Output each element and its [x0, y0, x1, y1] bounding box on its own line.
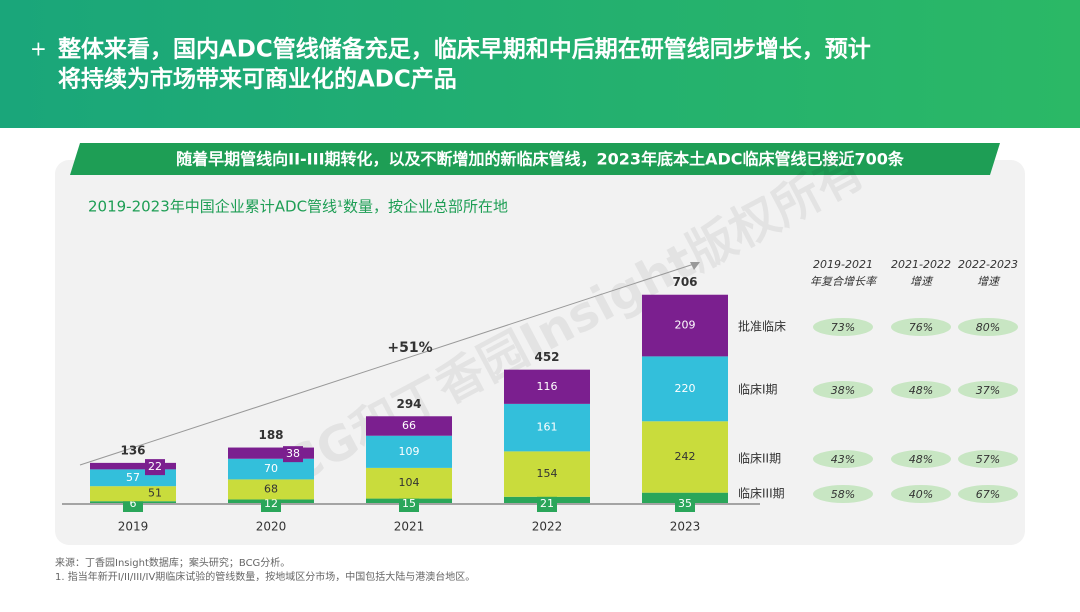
phase-label: 临床I期 — [738, 383, 778, 397]
bar-segment — [366, 435, 452, 468]
table-header: 2021-2022 — [891, 258, 951, 271]
segment-label: 104 — [399, 476, 420, 489]
segment-label: 242 — [675, 450, 696, 463]
bar-segment — [642, 421, 728, 493]
rate-pill — [891, 485, 951, 503]
rate-pill — [813, 318, 873, 336]
rate-value: 80% — [976, 321, 1000, 334]
rate-pill — [958, 318, 1018, 336]
bar-segment — [90, 486, 176, 502]
trend-arrow — [79, 263, 695, 466]
bar-segment — [504, 403, 590, 452]
segment-label: 220 — [675, 382, 696, 395]
segment-label: 57 — [126, 471, 140, 484]
table-header: 增速 — [977, 275, 1001, 288]
rate-value: 38% — [831, 384, 855, 397]
title-line: 整体来看，国内ADC管线储备充足，临床早期和中后期在研管线同步增长，预计 — [58, 36, 871, 63]
segment-label-box — [283, 446, 303, 463]
bar-segment — [228, 458, 314, 480]
rate-value: 48% — [909, 453, 933, 466]
bar-segment — [228, 447, 314, 459]
segment-label: 38 — [286, 447, 300, 460]
segment-label-box — [399, 496, 419, 512]
segment-label: 66 — [402, 419, 416, 432]
bar-segment — [366, 467, 452, 499]
segment-label: 6 — [130, 497, 137, 510]
segment-label: 21 — [540, 497, 554, 510]
rate-pill — [958, 381, 1018, 399]
rate-value: 73% — [831, 321, 855, 334]
x-tick-label: 2019 — [118, 520, 149, 534]
bar-segment — [504, 451, 590, 497]
footnote: 1. 指当年新开I/II/III/IV期临床试验的管线数量，按地域区分市场，中国… — [55, 570, 475, 583]
rate-pill — [813, 450, 873, 468]
segment-label: 22 — [148, 460, 162, 473]
total-label: 452 — [534, 350, 559, 364]
segment-label: 109 — [399, 445, 420, 458]
bar-segment — [228, 479, 314, 500]
segment-label: 209 — [675, 319, 696, 332]
total-label: 136 — [120, 443, 145, 457]
rate-value: 37% — [976, 384, 1000, 397]
segment-label-box — [537, 496, 557, 512]
segment-label-box — [675, 496, 695, 512]
rate-pill — [958, 485, 1018, 503]
plus-icon: + — [30, 37, 47, 61]
x-tick-label: 2021 — [394, 520, 425, 534]
rate-value: 48% — [909, 384, 933, 397]
rate-pill — [813, 381, 873, 399]
rate-value: 67% — [976, 488, 1000, 501]
total-label: 706 — [672, 275, 697, 289]
x-tick-label: 2020 — [256, 520, 287, 534]
bar-segment — [642, 294, 728, 357]
total-label: 188 — [258, 428, 283, 442]
segment-label-box — [261, 496, 281, 512]
rate-value: 40% — [909, 488, 933, 501]
segment-label: 154 — [537, 467, 558, 480]
rate-value: 57% — [976, 453, 1000, 466]
segment-label: 68 — [264, 482, 278, 495]
phase-label: 临床II期 — [738, 452, 781, 466]
segment-label: 116 — [537, 380, 558, 393]
phase-label: 临床III期 — [738, 487, 785, 501]
banner — [70, 143, 1000, 175]
rate-pill — [891, 318, 951, 336]
rate-pill — [813, 485, 873, 503]
title-line: 将持续为市场带来可商业化的ADC产品 — [58, 66, 457, 93]
total-label: 294 — [396, 397, 421, 411]
bar-segment — [504, 369, 590, 404]
bar-segment — [642, 356, 728, 422]
segment-label: 35 — [678, 497, 692, 510]
table-header: 2022-2023 — [958, 258, 1018, 271]
segment-label: 70 — [264, 462, 278, 475]
table-header: 年复合增长率 — [810, 275, 878, 288]
chart-title: 2019-2023年中国企业累计ADC管线¹数量，按企业总部所在地 — [88, 198, 508, 216]
rate-pill — [891, 450, 951, 468]
rate-pill — [891, 381, 951, 399]
footnote: 来源：丁香园Insight数据库；案头研究；BCG分析。 — [55, 556, 290, 569]
banner-text: 随着早期管线向II-III期转化，以及不断增加的新临床管线，2023年底本土AD… — [176, 150, 905, 169]
growth-annotation: +51% — [387, 340, 432, 356]
rate-value: 43% — [831, 453, 855, 466]
rate-value: 58% — [831, 488, 855, 501]
segment-label: 161 — [537, 421, 558, 434]
segment-label-box — [145, 459, 165, 476]
table-header: 2019-2021 — [813, 258, 873, 271]
x-tick-label: 2023 — [670, 520, 701, 534]
arrow-head — [690, 262, 700, 270]
bar-segment — [90, 462, 176, 470]
header-band — [0, 0, 1080, 128]
rate-value: 76% — [909, 321, 933, 334]
rate-pill — [958, 450, 1018, 468]
phase-label: 批准临床 — [738, 319, 786, 334]
segment-label: 15 — [402, 497, 416, 510]
segment-label: 51 — [148, 487, 162, 500]
segment-label: 12 — [264, 497, 278, 510]
x-tick-label: 2022 — [532, 520, 563, 534]
table-header: 增速 — [910, 275, 934, 288]
bar-segment — [366, 416, 452, 436]
